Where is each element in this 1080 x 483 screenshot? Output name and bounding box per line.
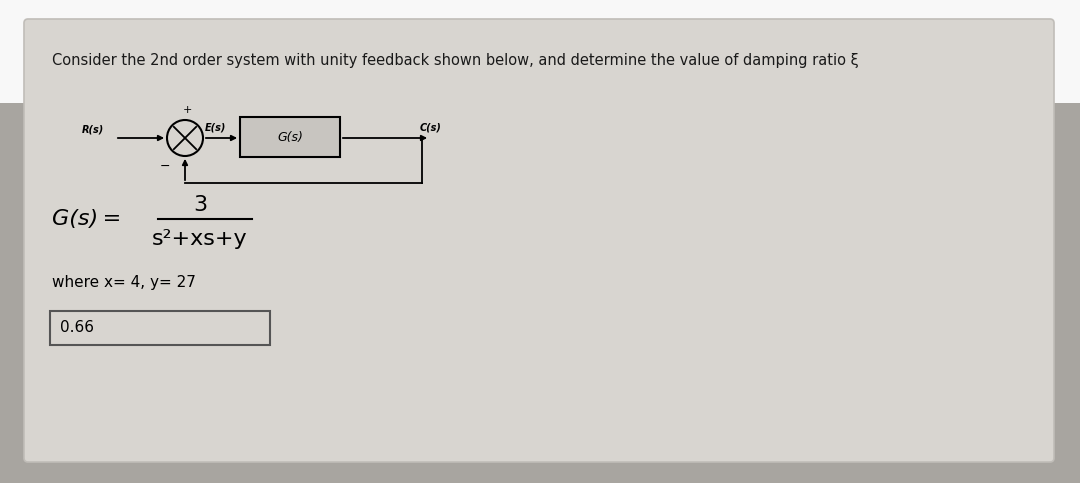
Bar <box>50 311 270 345</box>
Bar <box>0 0 1080 103</box>
Text: +: + <box>183 105 191 115</box>
Text: 0.66: 0.66 <box>60 321 94 336</box>
Text: G(s): G(s) <box>278 130 302 143</box>
Text: G(s) =: G(s) = <box>52 209 121 229</box>
Text: R(s): R(s) <box>82 124 105 134</box>
Bar <box>240 117 340 157</box>
Text: −: − <box>160 160 171 173</box>
FancyBboxPatch shape <box>24 19 1054 462</box>
Bar <box>0 103 1080 483</box>
Text: where x= 4, y= 27: where x= 4, y= 27 <box>52 275 195 290</box>
Text: E(s): E(s) <box>205 123 227 133</box>
Text: s²+xs+y: s²+xs+y <box>152 229 247 249</box>
Text: 3: 3 <box>193 195 207 215</box>
Text: C(s): C(s) <box>420 123 442 133</box>
Text: Consider the 2nd order system with unity feedback shown below, and determine the: Consider the 2nd order system with unity… <box>52 53 859 68</box>
